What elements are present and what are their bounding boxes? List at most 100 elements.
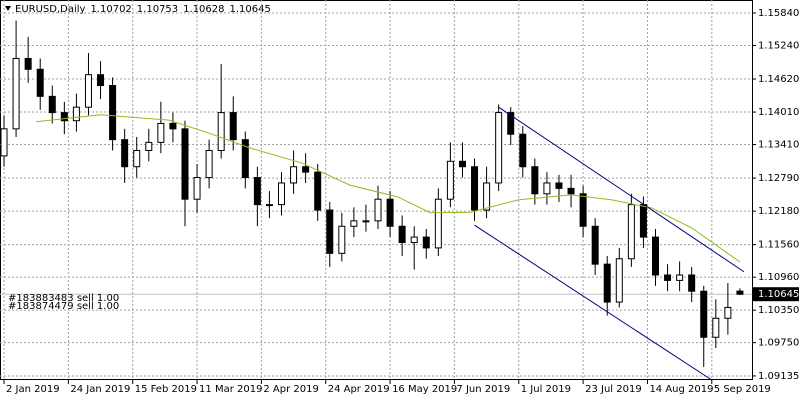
header-close: 1.10645 xyxy=(230,4,271,15)
x-tick-label: 24 Apr 2019 xyxy=(328,384,390,395)
candle-body xyxy=(386,198,394,227)
candle-body xyxy=(531,166,539,195)
candle-body xyxy=(181,128,189,200)
candle-body xyxy=(145,141,153,151)
y-tick-label: 1.14010 xyxy=(758,107,799,118)
candle-body xyxy=(60,112,68,122)
candle-body xyxy=(627,204,635,260)
candle-body xyxy=(169,122,177,130)
candle-body xyxy=(676,274,684,281)
candle-body xyxy=(724,306,732,319)
candle-body xyxy=(591,225,599,265)
x-tick-label: 2 Jan 2019 xyxy=(6,384,60,395)
candle-body xyxy=(290,166,298,184)
last-price-tag xyxy=(752,287,799,302)
header-low: 1.10628 xyxy=(183,4,224,15)
candle-body xyxy=(688,274,696,292)
y-tick-label: 1.10960 xyxy=(758,272,799,283)
order-label: #183874479 sell 1.00 xyxy=(8,301,119,312)
symbol: EURUSD,Daily xyxy=(15,4,86,15)
last-price-label: 1.10645 xyxy=(758,289,799,300)
candle-body xyxy=(205,149,213,179)
x-tick-label: 23 Jul 2019 xyxy=(585,384,642,395)
symbol-icon xyxy=(5,6,11,11)
x-tick-label: 16 May 2019 xyxy=(392,384,457,395)
moving-average xyxy=(36,114,741,263)
candle-body xyxy=(736,290,744,295)
candle-body xyxy=(603,263,611,303)
candle-body xyxy=(507,112,515,135)
x-tick-label: 1 Jul 2019 xyxy=(521,384,571,395)
candle-body xyxy=(555,182,563,189)
candle-body xyxy=(579,193,587,227)
candle-body xyxy=(0,128,8,157)
channel-line xyxy=(498,106,745,273)
x-tick-label: 5 Sep 2019 xyxy=(714,384,771,395)
candle-body xyxy=(265,204,273,207)
candle-body xyxy=(362,220,370,223)
candle-body xyxy=(253,177,261,206)
x-tick-label: 15 Feb 2019 xyxy=(135,384,197,395)
candle-body xyxy=(302,166,310,173)
candle-body xyxy=(567,187,575,195)
candle-body xyxy=(471,166,479,211)
candle-body xyxy=(326,209,334,254)
y-tick-label: 1.10350 xyxy=(758,305,799,316)
candle-body xyxy=(241,139,249,179)
order-label: #183883483 sell 1.00 xyxy=(8,293,119,304)
candle-body xyxy=(519,133,527,168)
candle-body xyxy=(193,177,201,200)
candle-body xyxy=(217,112,225,151)
candle-body xyxy=(109,85,117,141)
header-high: 1.10753 xyxy=(137,4,178,15)
y-tick-label: 1.15840 xyxy=(758,8,799,19)
y-tick-label: 1.15240 xyxy=(758,40,799,51)
plot-frame xyxy=(0,0,753,380)
y-tick-label: 1.14620 xyxy=(758,74,799,85)
candle-body xyxy=(483,182,491,211)
candle-body xyxy=(700,290,708,338)
candle-body xyxy=(314,171,322,211)
y-tick-label: 1.09750 xyxy=(758,338,799,349)
candle-body xyxy=(458,160,466,168)
y-tick-label: 1.12180 xyxy=(758,206,799,217)
x-tick-label: 11 Mar 2019 xyxy=(199,384,262,395)
candle-body xyxy=(664,274,672,281)
candle-body xyxy=(36,68,44,97)
header-open: 1.10702 xyxy=(90,4,131,15)
candle-body xyxy=(712,317,720,338)
candle-body xyxy=(639,204,647,238)
candle-body xyxy=(12,57,20,130)
y-tick-label: 1.11560 xyxy=(758,240,799,251)
y-tick-label: 1.09135 xyxy=(758,371,799,382)
candle-body xyxy=(48,95,56,114)
y-tick-label: 1.12790 xyxy=(758,173,799,184)
x-tick-label: 14 Aug 2019 xyxy=(649,384,713,395)
candle-body xyxy=(97,74,105,87)
candle-body xyxy=(338,225,346,254)
y-tick-label: 1.13410 xyxy=(758,140,799,151)
candle-body xyxy=(277,182,285,206)
chart-header: EURUSD,Daily 1.10702 1.10753 1.10628 1.10645 xyxy=(15,4,271,15)
candle-body xyxy=(374,198,382,222)
candle-body xyxy=(651,236,659,276)
candle-body xyxy=(72,106,80,122)
candle-body xyxy=(410,236,418,244)
x-tick-label: 24 Jan 2019 xyxy=(70,384,130,395)
candle-body xyxy=(350,220,358,227)
candle-body xyxy=(446,160,454,200)
candle-body xyxy=(24,57,32,70)
candle-body xyxy=(133,149,141,168)
x-tick-label: 2 Apr 2019 xyxy=(263,384,318,395)
candle-body xyxy=(84,74,92,108)
candle-body xyxy=(495,112,503,184)
candle-body xyxy=(157,122,165,143)
candle-body xyxy=(229,112,237,141)
candle-body xyxy=(398,225,406,244)
candle-body xyxy=(434,198,442,249)
candle-body xyxy=(121,139,129,168)
candle-body xyxy=(615,258,623,303)
candle-body xyxy=(543,182,551,195)
